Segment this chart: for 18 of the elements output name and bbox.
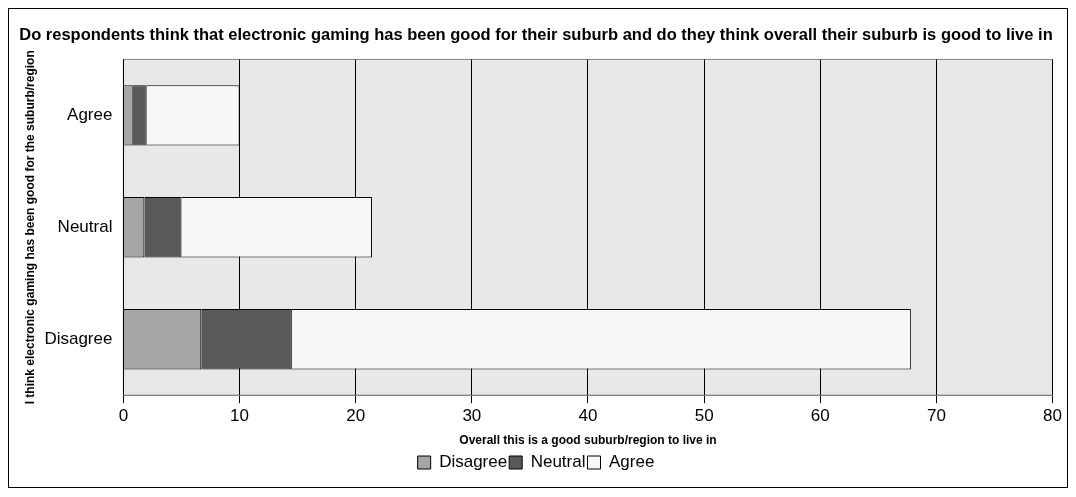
x-tick-label: 30 xyxy=(462,406,482,426)
chart-title: Do respondents think that electronic gaming has been good for their suburb and do they think overall their suburb is good to live in xyxy=(19,24,1053,44)
x-tick-label: 20 xyxy=(346,406,366,426)
x-tick-label: 80 xyxy=(1043,406,1063,426)
x-tick-label: 10 xyxy=(230,406,250,426)
x-tick-label: 60 xyxy=(810,406,830,426)
y-tick-label: Neutral xyxy=(57,216,113,236)
legend-label: Neutral xyxy=(530,452,586,472)
x-tick-label: 50 xyxy=(694,406,714,426)
y-tick-label: Agree xyxy=(67,105,113,125)
y-axis-title: I think electronic gaming has been good for the suburb/region xyxy=(22,50,37,405)
y-tick-label: Disagree xyxy=(44,328,113,348)
legend-label: Disagree xyxy=(439,452,508,472)
x-tick-label: 40 xyxy=(578,406,598,426)
x-axis-title: Overall this is a good suburb/region to live in xyxy=(459,433,717,448)
x-tick-label: 70 xyxy=(926,406,946,426)
x-tick-label: 0 xyxy=(118,406,129,426)
legend-label: Agree xyxy=(608,452,655,472)
